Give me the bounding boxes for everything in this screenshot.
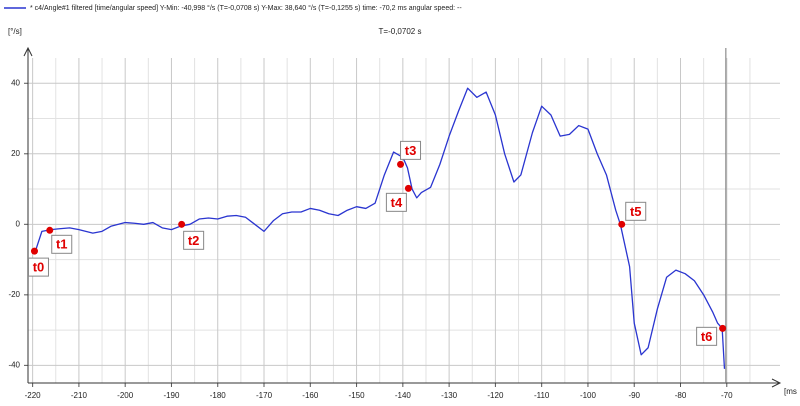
annotation-box	[696, 326, 718, 346]
x-tick-label: -150	[349, 391, 366, 400]
annotation-label: t0	[33, 260, 45, 275]
x-tick-label: -180	[210, 391, 227, 400]
x-tick-label: -170	[256, 391, 273, 400]
annotation-point	[397, 160, 405, 168]
y-tick-label: -20	[8, 290, 20, 299]
legend-label: * c4/Angle#1 filtered [time/angular spee…	[30, 4, 462, 12]
annotation-point	[46, 226, 54, 234]
annotation-label: t1	[56, 237, 68, 252]
annotation-box	[625, 201, 647, 221]
annotation-label: t2	[188, 233, 200, 248]
y-axis-label: [°/s]	[8, 27, 22, 36]
y-tick-label: -40	[8, 360, 20, 369]
data-line	[34, 87, 726, 369]
x-tick-label: -80	[675, 391, 687, 400]
y-tick-label: 0	[16, 219, 21, 228]
subtitle: T=-0,0702 s	[379, 27, 422, 36]
annotation-label: t5	[630, 204, 642, 219]
x-tick-label: -130	[441, 391, 458, 400]
annotation-box	[183, 230, 205, 250]
y-tick-label: 20	[11, 149, 20, 158]
x-tick-label: -120	[487, 391, 504, 400]
annotation-point	[30, 247, 38, 255]
y-tick-label: 40	[11, 78, 20, 87]
x-tick-label: -220	[25, 391, 42, 400]
x-tick-label: -210	[71, 391, 88, 400]
annotation-point	[404, 184, 412, 192]
x-tick-label: -110	[534, 391, 550, 400]
annotation-label: t3	[405, 143, 417, 158]
x-tick-label: -160	[302, 391, 319, 400]
x-axis-arrow	[771, 378, 782, 388]
x-tick-label: -200	[117, 391, 134, 400]
x-axis-label: [ms	[784, 387, 797, 396]
x-tick-label: -100	[580, 391, 597, 400]
annotation-point	[618, 220, 626, 228]
annotation-label: t6	[701, 329, 713, 344]
annotation-box	[27, 257, 49, 277]
annotation-label: t4	[391, 195, 403, 210]
x-tick-label: -140	[395, 391, 412, 400]
x-tick-label: -70	[721, 391, 733, 400]
x-tick-label: -90	[628, 391, 640, 400]
x-tick-label: -190	[163, 391, 180, 400]
annotation-point	[178, 220, 186, 228]
annotation-box	[400, 140, 422, 160]
annotation-box	[51, 234, 73, 254]
y-axis-arrow	[23, 46, 33, 57]
annotation-point	[719, 324, 727, 332]
annotation-box	[385, 192, 407, 212]
